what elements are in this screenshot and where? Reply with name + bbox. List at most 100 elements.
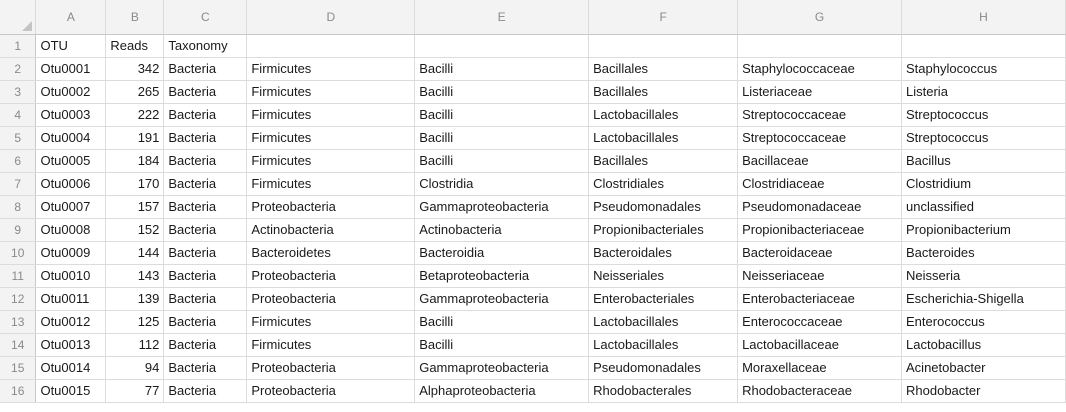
column-header-d[interactable]: D <box>246 0 416 35</box>
column-header-e[interactable]: E <box>414 0 590 35</box>
cell-d11[interactable]: Proteobacteria <box>246 264 416 288</box>
cell-d3[interactable]: Firmicutes <box>246 80 416 104</box>
cell-c7[interactable]: Bacteria <box>163 172 248 196</box>
cell-g16[interactable]: Rhodobacteraceae <box>737 379 903 403</box>
cell-b10[interactable]: 144 <box>105 241 165 265</box>
cell-d8[interactable]: Proteobacteria <box>246 195 416 219</box>
cell-b3[interactable]: 265 <box>105 80 165 104</box>
row-header[interactable]: 16 <box>0 379 37 403</box>
cell-d1[interactable] <box>246 34 416 58</box>
cell-h1[interactable] <box>901 34 1066 58</box>
cell-f5[interactable]: Lactobacillales <box>588 126 739 150</box>
cell-e1[interactable] <box>414 34 590 58</box>
cell-f11[interactable]: Neisseriales <box>588 264 739 288</box>
cell-h9[interactable]: Propionibacterium <box>901 218 1066 242</box>
cell-e3[interactable]: Bacilli <box>414 80 590 104</box>
cell-f9[interactable]: Propionibacteriales <box>588 218 739 242</box>
cell-b8[interactable]: 157 <box>105 195 165 219</box>
cell-c2[interactable]: Bacteria <box>163 57 248 81</box>
cell-a8[interactable]: Otu0007 <box>35 195 107 219</box>
cell-a7[interactable]: Otu0006 <box>35 172 107 196</box>
row-header[interactable]: 7 <box>0 172 37 196</box>
cell-b4[interactable]: 222 <box>105 103 165 127</box>
cell-h5[interactable]: Streptococcus <box>901 126 1066 150</box>
cell-a16[interactable]: Otu0015 <box>35 379 107 403</box>
cell-h6[interactable]: Bacillus <box>901 149 1066 173</box>
cell-g13[interactable]: Enterococcaceae <box>737 310 903 334</box>
cell-e4[interactable]: Bacilli <box>414 103 590 127</box>
cell-d9[interactable]: Actinobacteria <box>246 218 416 242</box>
row-header[interactable]: 12 <box>0 287 37 311</box>
column-header-b[interactable]: B <box>105 0 165 35</box>
cell-b1[interactable]: Reads <box>105 34 165 58</box>
cell-b15[interactable]: 94 <box>105 356 165 380</box>
cell-e9[interactable]: Actinobacteria <box>414 218 590 242</box>
cell-g9[interactable]: Propionibacteriaceae <box>737 218 903 242</box>
cell-h16[interactable]: Rhodobacter <box>901 379 1066 403</box>
cell-a13[interactable]: Otu0012 <box>35 310 107 334</box>
row-header[interactable]: 8 <box>0 195 37 219</box>
cell-c11[interactable]: Bacteria <box>163 264 248 288</box>
cell-g10[interactable]: Bacteroidaceae <box>737 241 903 265</box>
cell-e16[interactable]: Alphaproteobacteria <box>414 379 590 403</box>
cell-d6[interactable]: Firmicutes <box>246 149 416 173</box>
cell-c13[interactable]: Bacteria <box>163 310 248 334</box>
row-header[interactable]: 1 <box>0 34 37 58</box>
cell-f14[interactable]: Lactobacillales <box>588 333 739 357</box>
cell-d2[interactable]: Firmicutes <box>246 57 416 81</box>
cell-h4[interactable]: Streptococcus <box>901 103 1066 127</box>
cell-b11[interactable]: 143 <box>105 264 165 288</box>
cell-e5[interactable]: Bacilli <box>414 126 590 150</box>
row-header[interactable]: 6 <box>0 149 37 173</box>
cell-e13[interactable]: Bacilli <box>414 310 590 334</box>
cell-f15[interactable]: Pseudomonadales <box>588 356 739 380</box>
cell-g15[interactable]: Moraxellaceae <box>737 356 903 380</box>
cell-g14[interactable]: Lactobacillaceae <box>737 333 903 357</box>
row-header[interactable]: 10 <box>0 241 37 265</box>
column-header-a[interactable]: A <box>35 0 107 35</box>
cell-e10[interactable]: Bacteroidia <box>414 241 590 265</box>
cell-b16[interactable]: 77 <box>105 379 165 403</box>
cell-f10[interactable]: Bacteroidales <box>588 241 739 265</box>
cell-c9[interactable]: Bacteria <box>163 218 248 242</box>
cell-c12[interactable]: Bacteria <box>163 287 248 311</box>
cell-c8[interactable]: Bacteria <box>163 195 248 219</box>
cell-h14[interactable]: Lactobacillus <box>901 333 1066 357</box>
cell-e7[interactable]: Clostridia <box>414 172 590 196</box>
cell-g7[interactable]: Clostridiaceae <box>737 172 903 196</box>
cell-c5[interactable]: Bacteria <box>163 126 248 150</box>
column-header-c[interactable]: C <box>163 0 248 35</box>
cell-c6[interactable]: Bacteria <box>163 149 248 173</box>
cell-c14[interactable]: Bacteria <box>163 333 248 357</box>
cell-f13[interactable]: Lactobacillales <box>588 310 739 334</box>
cell-b7[interactable]: 170 <box>105 172 165 196</box>
cell-g4[interactable]: Streptococcaceae <box>737 103 903 127</box>
cell-d12[interactable]: Proteobacteria <box>246 287 416 311</box>
cell-d4[interactable]: Firmicutes <box>246 103 416 127</box>
cell-g3[interactable]: Listeriaceae <box>737 80 903 104</box>
cell-f2[interactable]: Bacillales <box>588 57 739 81</box>
cell-b9[interactable]: 152 <box>105 218 165 242</box>
cell-a6[interactable]: Otu0005 <box>35 149 107 173</box>
cell-d7[interactable]: Firmicutes <box>246 172 416 196</box>
cell-e12[interactable]: Gammaproteobacteria <box>414 287 590 311</box>
cell-c4[interactable]: Bacteria <box>163 103 248 127</box>
column-header-f[interactable]: F <box>588 0 739 35</box>
cell-a3[interactable]: Otu0002 <box>35 80 107 104</box>
cell-d16[interactable]: Proteobacteria <box>246 379 416 403</box>
select-all-corner[interactable] <box>0 0 37 35</box>
cell-b5[interactable]: 191 <box>105 126 165 150</box>
row-header[interactable]: 3 <box>0 80 37 104</box>
row-header[interactable]: 14 <box>0 333 37 357</box>
cell-h2[interactable]: Staphylococcus <box>901 57 1066 81</box>
cell-e2[interactable]: Bacilli <box>414 57 590 81</box>
cell-f8[interactable]: Pseudomonadales <box>588 195 739 219</box>
cell-c10[interactable]: Bacteria <box>163 241 248 265</box>
cell-g8[interactable]: Pseudomonadaceae <box>737 195 903 219</box>
cell-e11[interactable]: Betaproteobacteria <box>414 264 590 288</box>
cell-g1[interactable] <box>737 34 903 58</box>
cell-c1[interactable]: Taxonomy <box>163 34 248 58</box>
cell-b2[interactable]: 342 <box>105 57 165 81</box>
cell-h8[interactable]: unclassified <box>901 195 1066 219</box>
cell-e15[interactable]: Gammaproteobacteria <box>414 356 590 380</box>
